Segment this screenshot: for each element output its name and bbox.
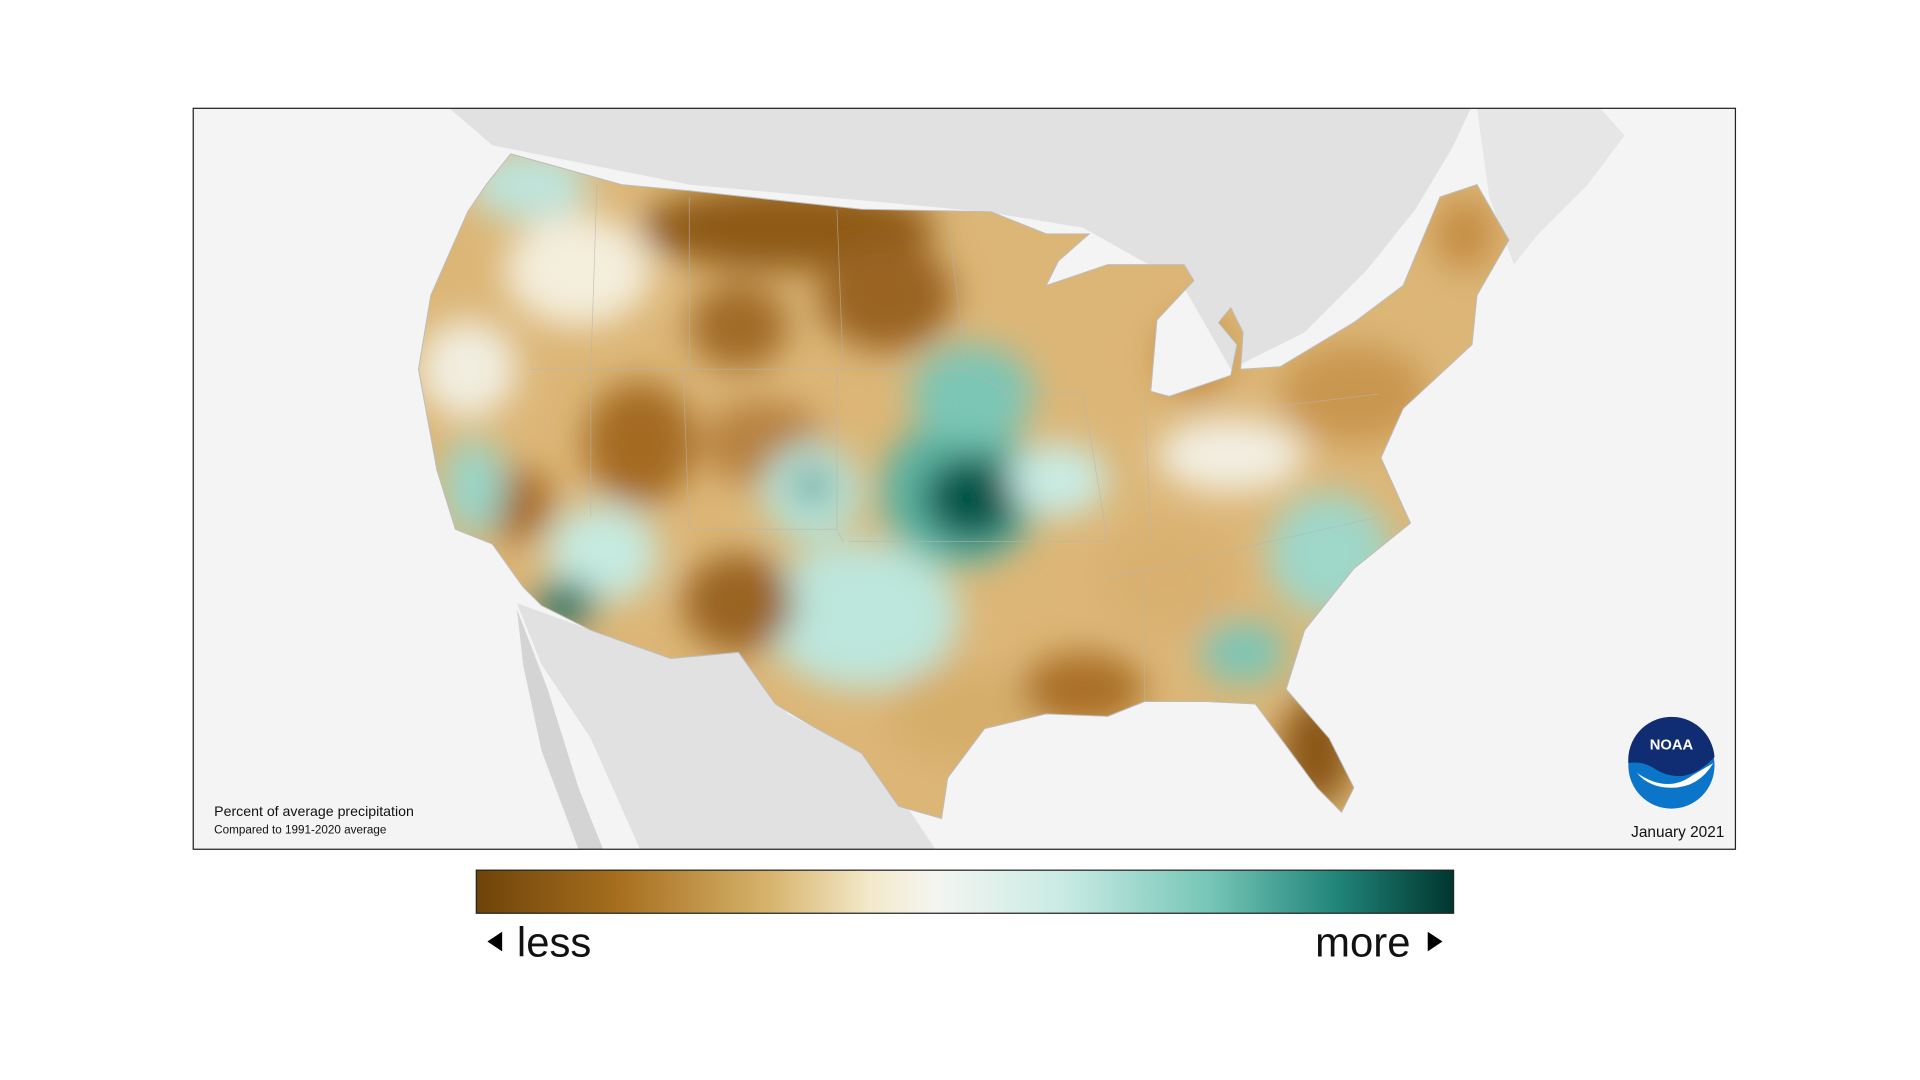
less-arrow	[487, 931, 503, 952]
logo-top	[1628, 716, 1715, 777]
legend-high-label: more	[1315, 918, 1410, 965]
map-scale-group: NOAA Percent of average precipitation Co…	[192, 107, 1737, 965]
colorbar	[475, 869, 1455, 914]
more-arrow	[1427, 931, 1443, 952]
canada	[449, 108, 1471, 370]
logo-wave	[1636, 763, 1714, 788]
canada-east	[1476, 108, 1625, 265]
caption-title: Percent of average precipitation	[214, 803, 414, 819]
caption-subtitle: Compared to 1991-2020 average	[214, 823, 386, 836]
map: NOAA Percent of average precipitation Co…	[193, 108, 1736, 850]
noaa-logo: NOAA	[1628, 716, 1715, 809]
map-frame	[192, 107, 1737, 850]
logo-text: NOAA	[1650, 738, 1694, 754]
mexico	[516, 603, 936, 850]
baja	[516, 609, 604, 850]
date-label: January 2021	[1631, 824, 1724, 841]
state-lines	[529, 184, 1379, 702]
legend-low-label: less	[517, 918, 591, 965]
